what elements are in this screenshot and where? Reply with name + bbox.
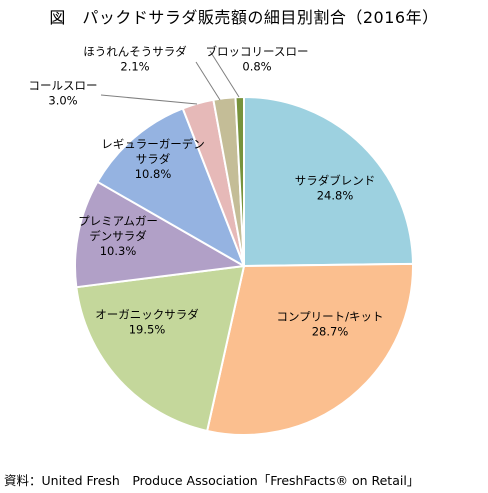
source-note: 資料：United Fresh Produce Association「Fres… <box>4 473 420 488</box>
slice-value-label: 10.8% <box>135 167 172 181</box>
slice-value-label: 28.7% <box>312 324 349 338</box>
pie-slice-1 <box>243 96 414 267</box>
slice-label-1: サラダブレンド 24.8% <box>295 173 376 202</box>
slice-name-label: オーガニックサラダ <box>95 307 199 321</box>
leader-line-8 <box>209 50 240 98</box>
chart-title: 図 パックドサラダ販売額の細目別割合（2016年） <box>49 8 439 27</box>
slice-value-label: 0.8% <box>242 59 271 73</box>
slice-labels: サラダブレンド 24.8% コンプリート/キット 28.7% オーガニックサラダ 19.5… <box>29 44 384 338</box>
pie-slices <box>74 95 414 436</box>
slice-name-label: デンサラダ <box>89 229 147 243</box>
leader-lines <box>100 50 240 105</box>
slice-label-4: プレミアムガーデンサラダ 10.3% <box>78 214 158 258</box>
slice-label-3: オーガニックサラダ 19.5% <box>95 307 199 336</box>
pie-slice-4 <box>74 180 245 289</box>
pie-slice-8 <box>234 95 245 267</box>
slice-value-label: 3.0% <box>48 93 77 107</box>
slice-name-label: ブロッコリースロー <box>206 44 309 58</box>
slice-value-label: 10.3% <box>100 244 137 258</box>
slice-name-label: サラダブレンド <box>295 173 376 187</box>
pie-slice-2 <box>206 262 414 436</box>
pie-slice-5 <box>96 107 245 267</box>
slice-label-6: コールスロー 3.0% <box>29 78 98 107</box>
slice-name-label: コンプリート/キット <box>276 309 383 323</box>
slice-label-2: コンプリート/キット 28.7% <box>276 309 383 338</box>
slice-name-label: レギュラーガーデン <box>101 137 205 151</box>
slice-name-label: プレミアムガー <box>78 214 158 228</box>
slice-label-7: ほうれんそうサラダ 2.1% <box>83 44 187 73</box>
slice-name-label: コールスロー <box>29 78 98 92</box>
slice-label-5: レギュラーガーデンサラダ 10.8% <box>101 137 205 181</box>
slice-value-label: 24.8% <box>317 188 354 202</box>
slice-name-label: サラダ <box>136 152 171 166</box>
slice-value-label: 2.1% <box>120 59 149 73</box>
leader-line-7 <box>195 61 221 101</box>
pie-slice-3 <box>75 265 245 432</box>
leader-line-6 <box>100 94 198 105</box>
slice-name-label: ほうれんそうサラダ <box>83 44 187 58</box>
slice-value-label: 19.5% <box>129 322 166 336</box>
slice-label-8: ブロッコリースロー 0.8% <box>206 44 309 73</box>
